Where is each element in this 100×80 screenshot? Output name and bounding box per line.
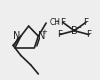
- Text: CH: CH: [50, 18, 60, 27]
- Text: F: F: [57, 30, 62, 39]
- Text: F: F: [83, 18, 88, 27]
- Text: F: F: [86, 30, 92, 39]
- Text: −: −: [75, 25, 81, 31]
- Text: B: B: [71, 26, 78, 36]
- Text: N: N: [13, 31, 20, 41]
- Text: +: +: [41, 28, 47, 34]
- Text: F: F: [60, 18, 65, 27]
- Text: N: N: [38, 31, 45, 41]
- Text: 3: 3: [55, 20, 59, 25]
